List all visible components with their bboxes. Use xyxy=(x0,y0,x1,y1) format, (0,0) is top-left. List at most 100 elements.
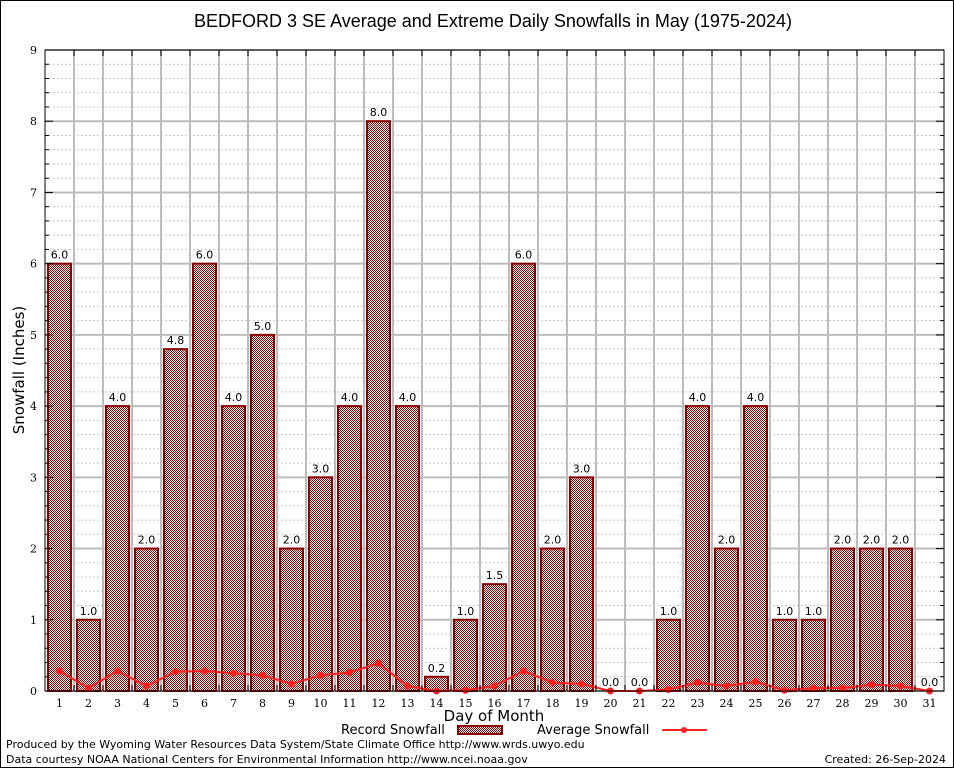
y-tick-label: 4 xyxy=(30,400,37,413)
x-tick-label: 9 xyxy=(288,697,295,710)
bar-value-label: 4.0 xyxy=(341,391,359,404)
record-bar xyxy=(685,405,710,692)
x-tick-label: 19 xyxy=(575,697,589,710)
bar-value-label: 4.0 xyxy=(225,391,243,404)
record-bar xyxy=(250,333,275,692)
average-point xyxy=(665,686,672,694)
record-bar xyxy=(337,405,362,692)
bar-value-label: 2.0 xyxy=(544,534,562,547)
bar-value-label: 4.0 xyxy=(109,391,127,404)
record-bar xyxy=(221,405,246,692)
record-bar xyxy=(134,547,159,692)
record-bar xyxy=(540,547,565,692)
x-axis-label: Day of Month xyxy=(444,707,545,725)
bar-value-label: 0.0 xyxy=(631,676,649,689)
average-point xyxy=(317,671,324,679)
record-bar xyxy=(801,618,826,692)
record-bar xyxy=(656,618,681,692)
record-bar xyxy=(482,583,507,693)
bar-value-label: 2.0 xyxy=(863,534,881,547)
x-tick-label: 30 xyxy=(894,697,908,710)
bar-value-label: 6.0 xyxy=(515,249,533,262)
x-tick-label: 14 xyxy=(430,697,444,710)
record-bar xyxy=(395,405,420,692)
x-tick-label: 5 xyxy=(172,697,179,710)
bar-value-label: 1.5 xyxy=(486,569,504,582)
x-tick-label: 25 xyxy=(749,697,763,710)
x-tick-label: 13 xyxy=(401,697,415,710)
average-point xyxy=(868,681,875,689)
record-bar xyxy=(511,262,536,692)
y-tick-label: 2 xyxy=(30,543,37,556)
average-point xyxy=(404,682,411,690)
bar-value-label: 2.0 xyxy=(834,534,852,547)
record-bar xyxy=(366,120,391,692)
bar-value-label: 4.0 xyxy=(689,391,707,404)
x-tick-label: 10 xyxy=(314,697,328,710)
bar-value-label: 8.0 xyxy=(370,106,388,119)
average-point xyxy=(810,684,817,692)
bar-value-label: 6.0 xyxy=(51,249,69,262)
bar-value-label: 0.0 xyxy=(921,676,939,689)
average-point xyxy=(781,686,788,694)
x-tick-label: 12 xyxy=(372,697,386,710)
bar-value-label: 2.0 xyxy=(892,534,910,547)
bar-value-label: 5.0 xyxy=(254,320,272,333)
x-tick-label: 11 xyxy=(343,697,357,710)
bar-value-label: 2.0 xyxy=(138,534,156,547)
record-bar xyxy=(163,348,188,692)
average-point xyxy=(462,686,469,694)
chart-title: BEDFORD 3 SE Average and Extreme Daily S… xyxy=(194,11,792,31)
x-tick-label: 6 xyxy=(201,697,208,710)
x-tick-label: 20 xyxy=(604,697,618,710)
average-point xyxy=(259,671,266,679)
record-bar xyxy=(279,547,304,692)
y-tick-label: 6 xyxy=(30,258,37,271)
average-point xyxy=(201,667,208,675)
x-tick-label: 28 xyxy=(836,697,850,710)
average-point xyxy=(694,678,701,686)
average-point xyxy=(839,684,846,692)
x-tick-label: 29 xyxy=(865,697,879,710)
bar-value-label: 1.0 xyxy=(80,605,98,618)
record-bar xyxy=(192,262,217,692)
bar-value-label: 4.0 xyxy=(399,391,417,404)
average-point xyxy=(288,680,295,688)
y-tick-label: 7 xyxy=(30,186,37,199)
bar-value-label: 1.0 xyxy=(805,605,823,618)
x-tick-label: 3 xyxy=(114,697,121,710)
x-tick-label: 23 xyxy=(691,697,705,710)
bar-value-label: 3.0 xyxy=(312,462,330,475)
x-tick-label: 26 xyxy=(778,697,792,710)
x-tick-label: 2 xyxy=(85,697,92,710)
x-tick-label: 18 xyxy=(546,697,560,710)
record-bar xyxy=(743,405,768,692)
average-point xyxy=(143,682,150,690)
x-tick-label: 24 xyxy=(720,697,734,710)
bar-value-label: 3.0 xyxy=(573,462,591,475)
x-tick-label: 1 xyxy=(56,697,63,710)
bar-value-label: 0.0 xyxy=(602,676,620,689)
legend-label-record: Record Snowfall xyxy=(341,723,445,738)
plot-border xyxy=(44,49,945,692)
average-point xyxy=(520,667,527,675)
average-point xyxy=(578,680,585,688)
average-point xyxy=(723,682,730,690)
average-point xyxy=(230,669,237,677)
record-bar xyxy=(888,547,913,692)
bars xyxy=(47,120,913,693)
x-tick-label: 31 xyxy=(923,697,937,710)
bar-value-label: 1.0 xyxy=(660,605,678,618)
legend-marker-average xyxy=(681,727,687,733)
bar-value-label: 1.0 xyxy=(457,605,475,618)
average-point xyxy=(85,684,92,692)
x-tick-label: 16 xyxy=(488,697,502,710)
bar-labels: 6.0 1.0 4.0 2.0 4.8 6.0 4.0 5.0 2.0 3.0 4.0 8.0 4.0 0… xyxy=(51,106,939,689)
bar-value-label: 4.8 xyxy=(167,334,185,347)
record-bar xyxy=(859,547,884,692)
bar-value-label: 4.0 xyxy=(747,391,765,404)
y-tick-label: 0 xyxy=(30,685,37,698)
x-tick-label: 7 xyxy=(230,697,237,710)
average-point xyxy=(172,668,179,676)
